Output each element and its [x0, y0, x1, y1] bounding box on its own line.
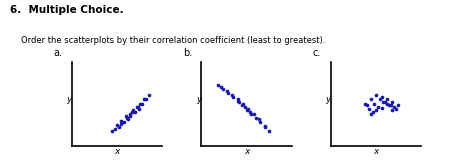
Point [367, 112, 375, 115]
Point [142, 98, 150, 101]
Point [228, 94, 236, 97]
Point [117, 123, 124, 125]
Point [138, 102, 146, 105]
Point [129, 111, 136, 113]
Point [380, 101, 387, 103]
Point [214, 84, 221, 87]
Point [372, 109, 380, 112]
Point [118, 119, 125, 122]
Point [133, 106, 140, 108]
Text: a.: a. [53, 48, 62, 58]
Point [218, 86, 225, 88]
Point [371, 102, 378, 105]
Point [252, 117, 259, 119]
Point [236, 101, 243, 103]
Point [250, 112, 257, 115]
Point [124, 118, 131, 120]
Point [234, 98, 241, 101]
Point [243, 108, 250, 111]
Point [374, 106, 382, 108]
Point [257, 121, 264, 123]
Point [112, 128, 119, 130]
Point [122, 115, 130, 118]
Point [389, 101, 396, 103]
Point [362, 102, 369, 105]
Point [234, 100, 241, 102]
Point [256, 118, 263, 120]
Point [265, 129, 273, 132]
Point [365, 107, 373, 110]
Point [238, 104, 246, 107]
Point [120, 121, 128, 123]
Text: b.: b. [183, 48, 192, 58]
Y-axis label: y: y [66, 95, 72, 104]
Point [140, 98, 148, 101]
Point [123, 117, 131, 119]
Point [137, 102, 144, 105]
Text: 6.  Multiple Choice.: 6. Multiple Choice. [10, 5, 124, 15]
Point [392, 107, 400, 110]
Point [130, 109, 137, 112]
Point [369, 111, 376, 113]
Point [223, 90, 231, 92]
Point [115, 126, 122, 129]
Point [363, 104, 371, 107]
Point [109, 129, 116, 132]
Point [126, 112, 133, 115]
Point [385, 104, 393, 107]
Point [127, 115, 134, 118]
Point [261, 126, 269, 129]
X-axis label: x: x [374, 147, 379, 156]
Text: c.: c. [313, 48, 321, 58]
X-axis label: x: x [114, 147, 119, 156]
Point [261, 124, 269, 127]
Point [113, 123, 120, 126]
Point [390, 106, 398, 108]
Point [119, 121, 126, 123]
Point [378, 107, 385, 109]
Point [367, 98, 375, 101]
Point [389, 109, 396, 112]
Point [244, 107, 252, 110]
Point [382, 101, 389, 103]
Point [146, 94, 153, 97]
Point [246, 111, 254, 113]
Point [134, 106, 141, 108]
Point [383, 102, 391, 105]
Point [241, 106, 249, 108]
Point [376, 98, 383, 101]
Point [387, 104, 394, 107]
Point [219, 87, 227, 90]
Point [378, 96, 385, 98]
X-axis label: x: x [244, 147, 249, 156]
Y-axis label: y: y [196, 95, 201, 104]
Point [131, 111, 139, 113]
Y-axis label: y: y [325, 95, 331, 104]
Point [239, 102, 247, 105]
Point [135, 107, 142, 110]
Point [225, 91, 232, 94]
Text: Order the scatterplots by their correlation coefficient (least to greatest).: Order the scatterplots by their correlat… [21, 36, 325, 45]
Point [394, 104, 401, 107]
Point [247, 112, 255, 115]
Point [229, 96, 237, 98]
Point [383, 98, 391, 101]
Point [372, 94, 380, 97]
